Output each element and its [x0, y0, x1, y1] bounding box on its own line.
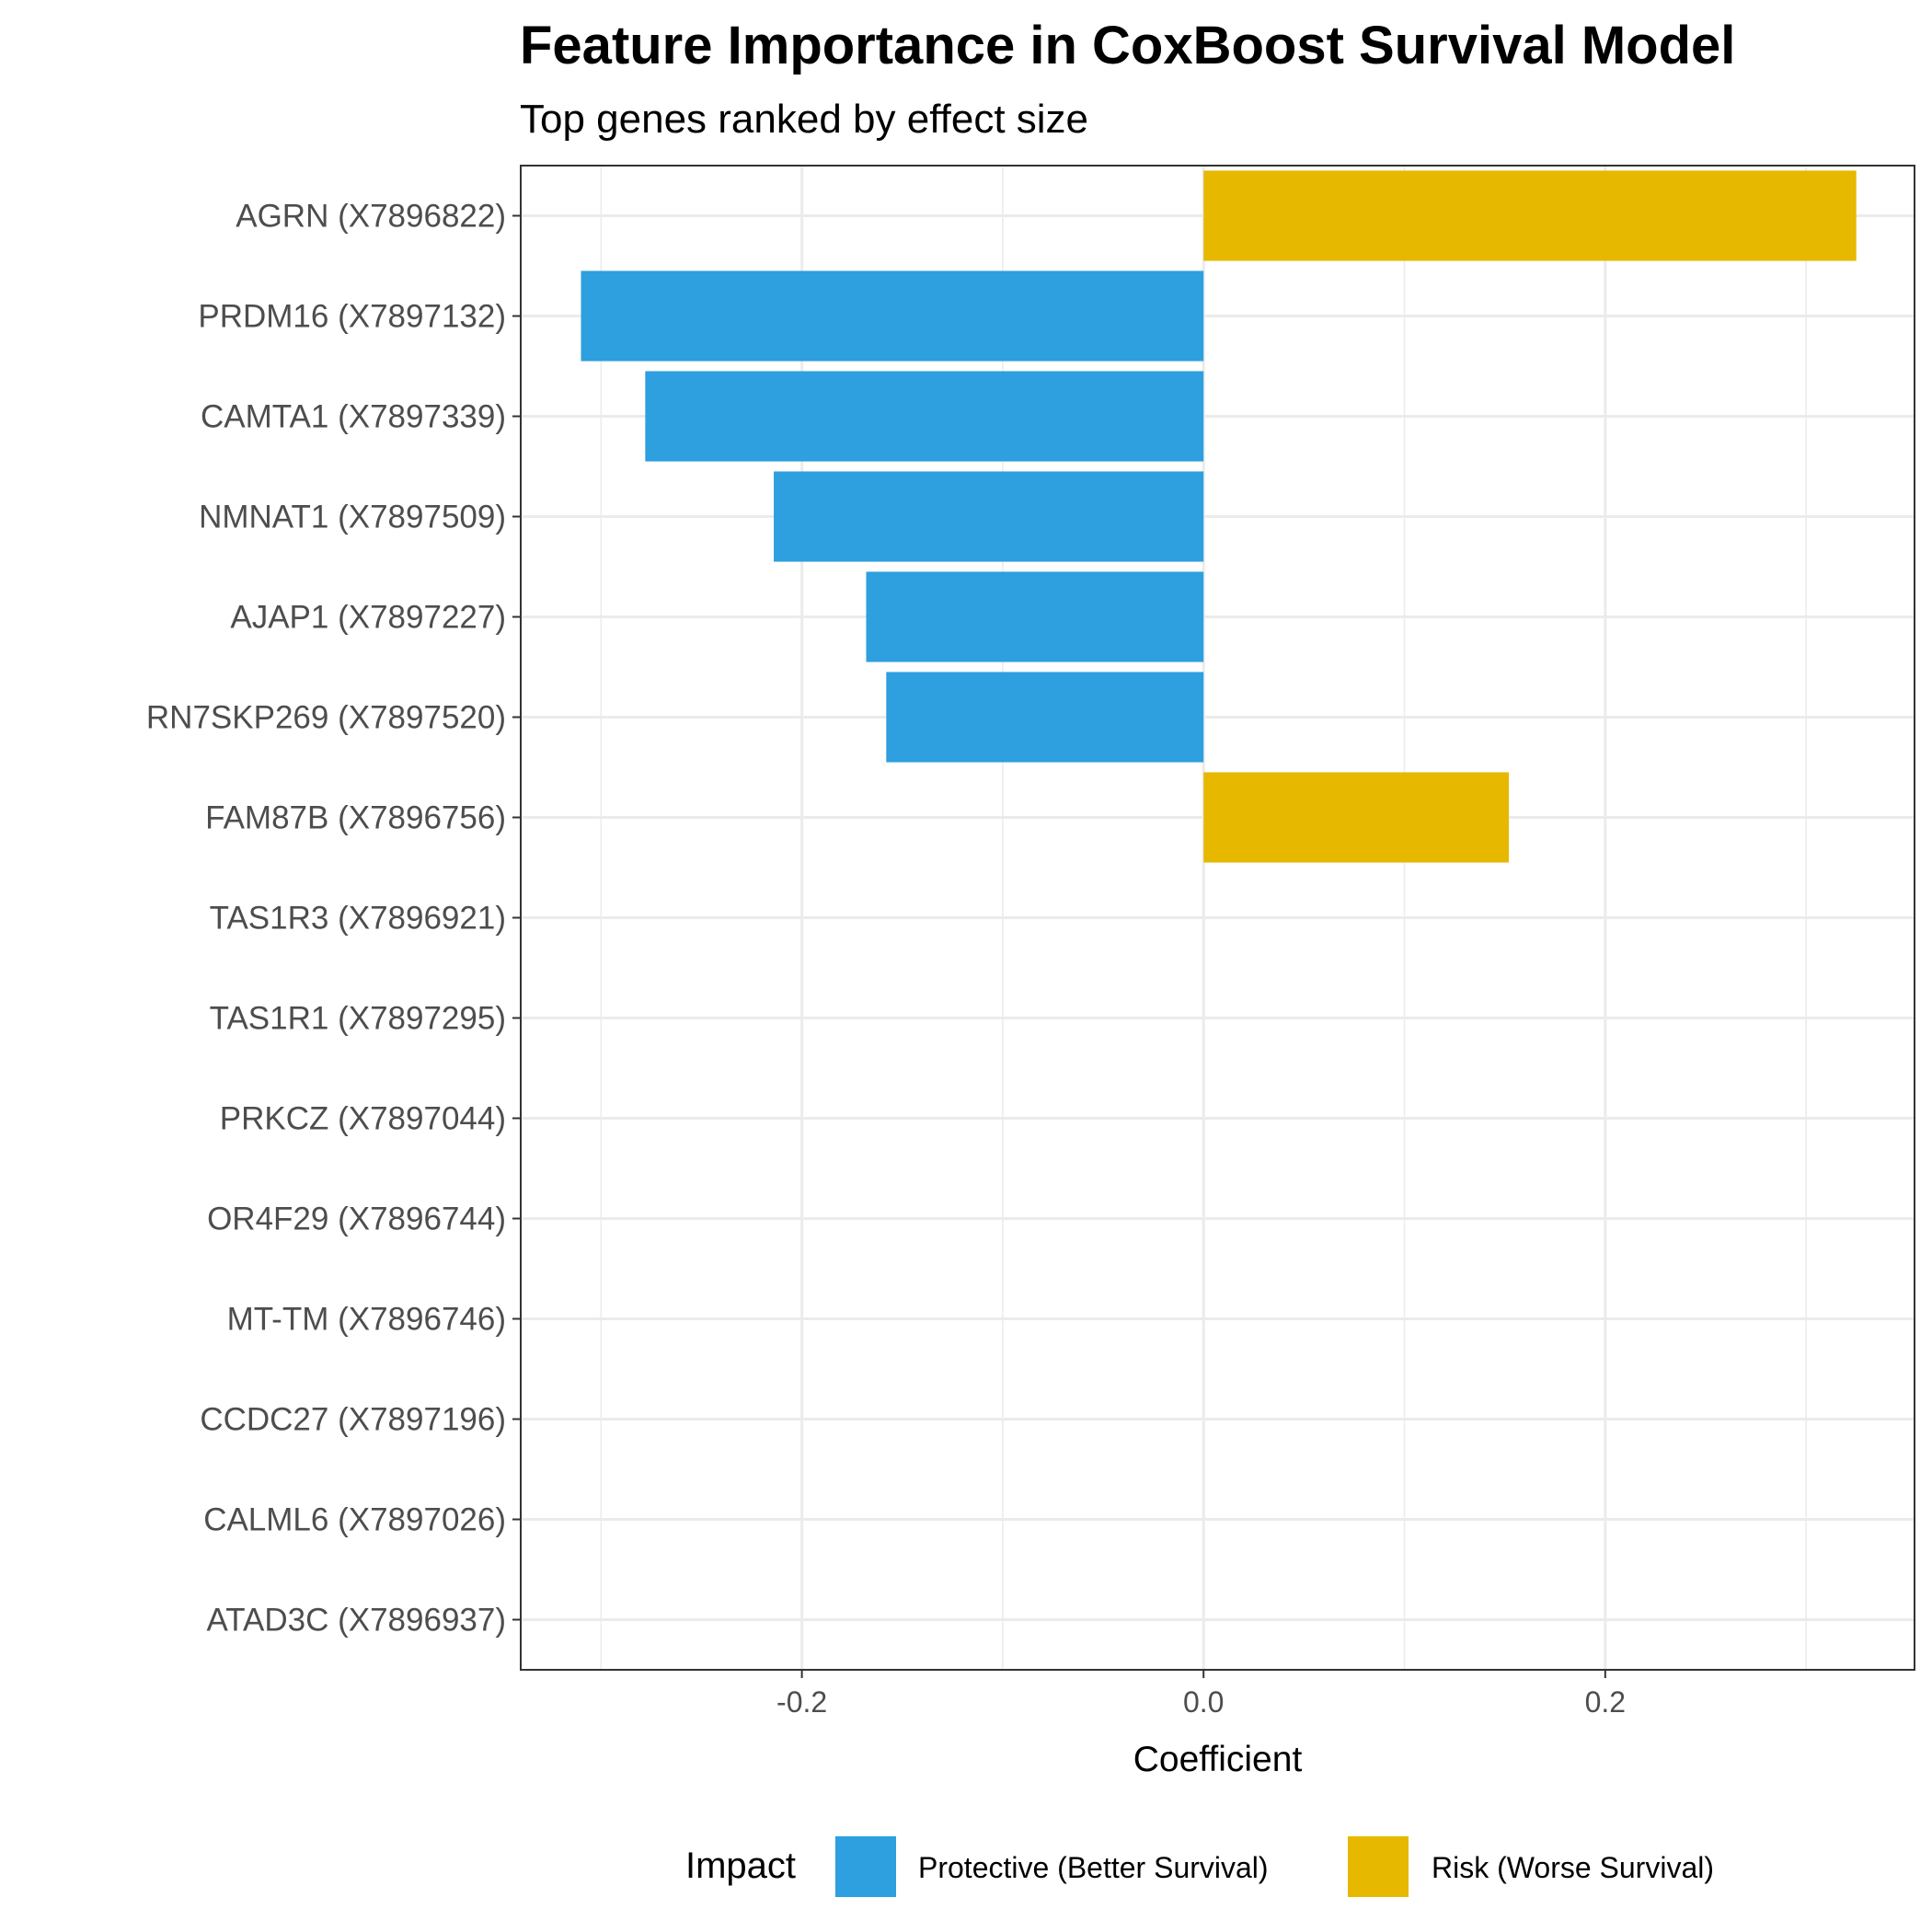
y-tick-label: NMNAT1 (X7897509)	[199, 500, 506, 535]
bar	[1203, 170, 1857, 261]
legend-key-protective	[835, 1836, 896, 1897]
legend-title: Impact	[685, 1846, 796, 1886]
y-tick-label: PRKCZ (X7897044)	[220, 1101, 506, 1137]
y-tick-label: TAS1R3 (X7896921)	[210, 901, 506, 937]
y-tick-label: RN7SKP269 (X7897520)	[146, 700, 506, 736]
y-tick-label: OR4F29 (X7896744)	[207, 1202, 506, 1237]
bars	[581, 170, 1857, 863]
bar	[645, 371, 1204, 462]
y-tick-label: CAMTA1 (X7897339)	[201, 399, 506, 435]
x-axis: -0.2 0.0 0.2	[776, 1670, 1626, 1719]
x-tick-label: -0.2	[776, 1685, 827, 1719]
y-tick-label: PRDM16 (X7897132)	[198, 299, 506, 335]
chart-title: Feature Importance in CoxBoost Survival …	[520, 16, 1735, 75]
bar	[866, 571, 1204, 662]
y-tick-label: MT-TM (X7896746)	[227, 1302, 506, 1338]
chart-subtitle: Top genes ranked by effect size	[520, 97, 1088, 142]
y-tick-label: AJAP1 (X7897227)	[230, 600, 506, 636]
legend-label-protective: Protective (Better Survival)	[918, 1851, 1269, 1884]
y-tick-label: AGRN (X7896822)	[236, 199, 506, 235]
x-tick-label: 0.0	[1183, 1685, 1224, 1719]
y-axis: AGRN (X7896822) PRDM16 (X7897132) CAMTA1 (…	[146, 199, 521, 1639]
legend-key-risk	[1348, 1836, 1409, 1897]
bar	[774, 471, 1204, 562]
legend-label-risk: Risk (Worse Survival)	[1432, 1851, 1714, 1884]
x-tick-label: 0.2	[1585, 1685, 1626, 1719]
bar	[1203, 772, 1510, 863]
y-tick-label: CALML6 (X7897026)	[203, 1502, 506, 1538]
bar	[581, 270, 1204, 362]
y-tick-label: CCDC27 (X7897196)	[200, 1402, 506, 1438]
y-tick-label: FAM87B (X7896756)	[205, 800, 506, 836]
x-axis-title: Coefficient	[1133, 1740, 1303, 1779]
y-tick-label: ATAD3C (X7896937)	[206, 1603, 506, 1639]
bar	[886, 672, 1204, 763]
y-tick-label: TAS1R1 (X7897295)	[210, 1001, 506, 1037]
legend: Impact Protective (Better Survival) Risk…	[685, 1836, 1714, 1897]
